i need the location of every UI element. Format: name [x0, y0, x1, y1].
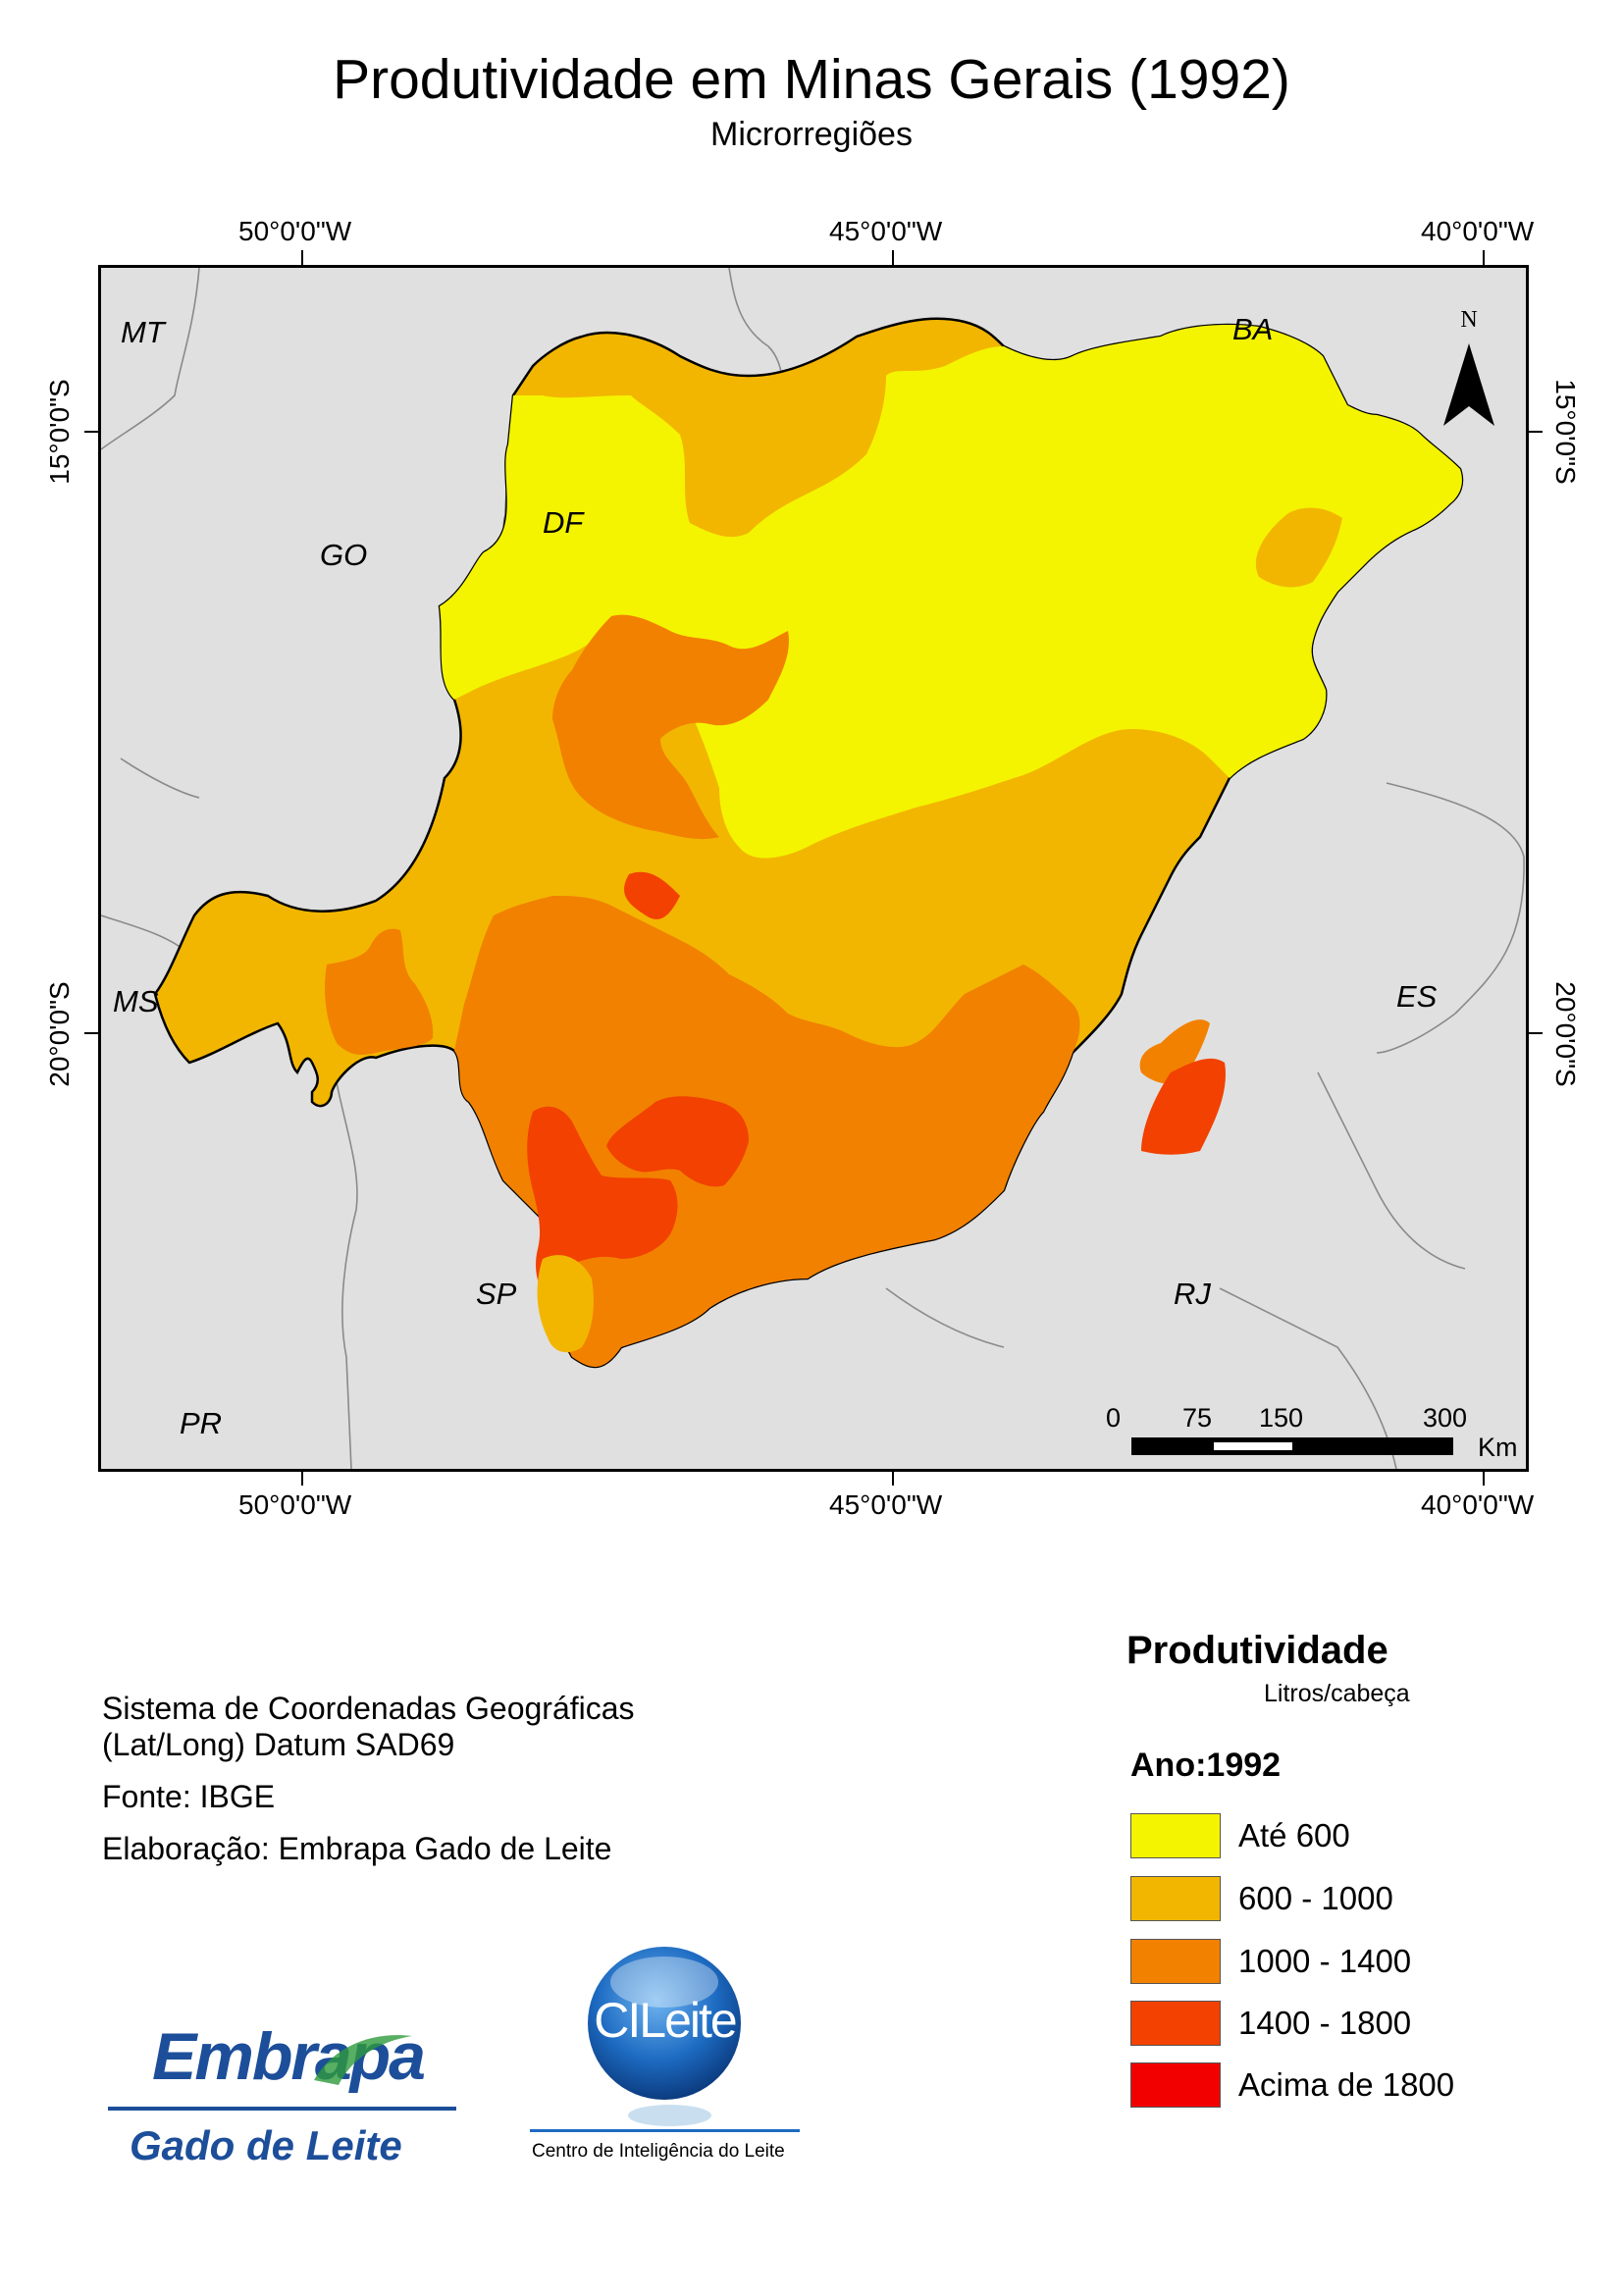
legend-swatch — [1130, 1813, 1221, 1858]
label-ms: MS — [113, 984, 159, 1018]
top-tick-50w: 50°0'0"W — [238, 216, 352, 246]
zone-1400-1800-b — [527, 1106, 678, 1298]
bottom-tick-45w: 45°0'0"W — [829, 1489, 943, 1520]
label-mt: MT — [121, 315, 165, 349]
zone-600-1000-ne — [1255, 507, 1342, 588]
zone-1400-1800-a — [624, 871, 680, 919]
embrapa-subname: Gado de Leite — [130, 2122, 402, 2168]
legend-swatch — [1130, 1939, 1221, 1984]
crs-line-2: (Lat/Long) Datum SAD69 — [102, 1727, 455, 1762]
map-frame: MT BA GO DF MS ES SP RJ PR N 0 75 150 30… — [98, 265, 1529, 1472]
label-rj: RJ — [1174, 1277, 1211, 1311]
label-sp: SP — [476, 1277, 517, 1311]
label-df: DF — [543, 505, 584, 540]
legend-title: Produtividade — [1126, 1629, 1388, 1672]
top-tick-40w: 40°0'0"W — [1421, 216, 1535, 246]
bottom-tick-40w: 40°0'0"W — [1421, 1489, 1535, 1520]
scale-unit: Km — [1478, 1433, 1518, 1462]
zone-1400-1800-c — [606, 1096, 749, 1187]
legend-swatch — [1130, 2062, 1221, 2108]
crs-line-1: Sistema de Coordenadas Geográficas — [102, 1691, 635, 1726]
legend-label: Acima de 1800 — [1238, 2066, 1455, 2103]
map-canvas — [101, 268, 1525, 1469]
zone-1400-1800-d — [1141, 1058, 1226, 1155]
scale-label-150: 150 — [1259, 1403, 1304, 1433]
cileite-wordmark: CILeite — [594, 1993, 737, 2048]
embrapa-divider — [108, 2107, 456, 2111]
zone-600-1000-south — [537, 1255, 594, 1353]
scale-label-300: 300 — [1423, 1403, 1468, 1433]
legend-label: 1000 - 1400 — [1238, 1943, 1412, 1979]
author-text: Elaboração: Embrapa Gado de Leite — [102, 1831, 612, 1866]
map-title: Produtividade em Minas Gerais (1992) — [333, 48, 1290, 111]
embrapa-swoosh-icon — [314, 2035, 412, 2085]
graticule-ticks — [84, 250, 1543, 1486]
cileite-globe-icon — [588, 1947, 741, 2100]
scale-bar — [1131, 1437, 1453, 1455]
bottom-tick-50w: 50°0'0"W — [238, 1489, 352, 1520]
legend-label: 600 - 1000 — [1238, 1880, 1393, 1916]
embrapa-logo: Embrapa Gado de Leite — [108, 2016, 456, 2183]
label-pr: PR — [180, 1406, 223, 1440]
legend-year: Ano:1992 — [1130, 1747, 1282, 1784]
north-arrow-icon — [1443, 343, 1494, 426]
scale-label-0: 0 — [1106, 1403, 1122, 1433]
legend-unit: Litros/cabeça — [1264, 1680, 1410, 1707]
zone-1000-1400-central — [552, 614, 789, 840]
cileite-divider — [530, 2129, 800, 2132]
cileite-logo: CILeite Centro de Inteligência do Leite — [530, 1943, 800, 2178]
legend-swatch — [1130, 2001, 1221, 2046]
cileite-subname: Centro de Inteligência do Leite — [532, 2141, 785, 2162]
top-tick-45w: 45°0'0"W — [829, 216, 943, 246]
legend-swatch — [1130, 1876, 1221, 1921]
label-es: ES — [1396, 979, 1438, 1014]
zone-1000-1400-east — [1139, 1019, 1210, 1084]
label-ba: BA — [1232, 312, 1274, 346]
cileite-shadow — [628, 2105, 711, 2126]
north-label: N — [1460, 307, 1478, 333]
map-subtitle: Microrregiões — [710, 116, 913, 153]
source-text: Fonte: IBGE — [102, 1779, 276, 1814]
legend-label: Até 600 — [1238, 1817, 1350, 1853]
embrapa-wordmark: Embrapa — [152, 2019, 426, 2094]
legend-label: 1400 - 1800 — [1238, 2005, 1412, 2041]
zone-ate-600-north — [440, 325, 1462, 859]
zone-ate-600-island — [788, 685, 859, 758]
zone-1000-1400-west — [325, 928, 434, 1055]
label-go: GO — [320, 538, 368, 572]
scale-label-75: 75 — [1182, 1403, 1213, 1433]
